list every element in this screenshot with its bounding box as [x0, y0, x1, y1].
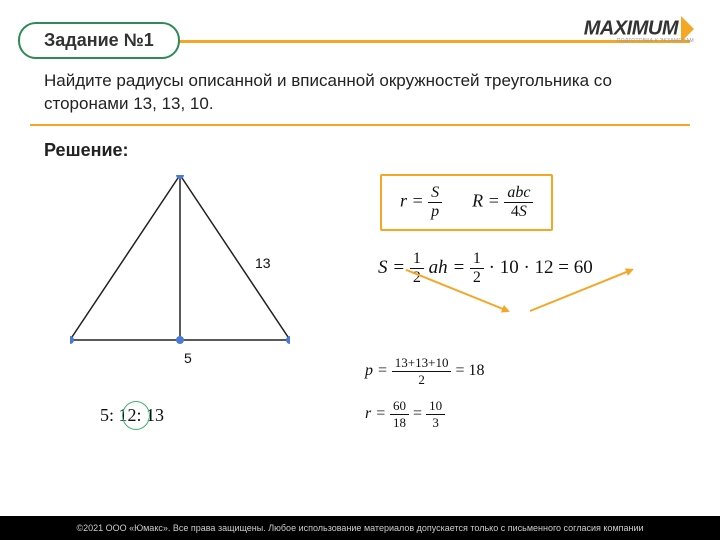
side-label-13: 13	[255, 255, 271, 271]
copyright-footer: ©2021 ООО «Юмакс». Все права защищены. Л…	[0, 516, 720, 540]
frac-p: 13+13+10 2	[392, 355, 452, 388]
r2-lhs: r =	[365, 405, 386, 422]
formula-box: r = S p R = abc 4S	[380, 174, 553, 231]
p-lhs: p =	[365, 362, 388, 379]
vertex-left	[70, 336, 74, 344]
equation-semiperimeter: p = 13+13+10 2 = 18	[365, 355, 485, 388]
frac-r: S p	[428, 184, 442, 221]
task-badge: Задание №1	[18, 22, 180, 59]
formula-r: r = S p	[400, 184, 442, 221]
S-lhs: S =	[378, 257, 405, 278]
solution-heading: Решение:	[44, 140, 129, 161]
S-mid1: ah =	[429, 257, 466, 278]
slide: Задание №1 MAXIMUM ПОДГОТОВКА К ЭКЗАМЕНА…	[0, 0, 720, 540]
frac-R: abc 4S	[504, 184, 533, 221]
r-num: S	[428, 184, 442, 203]
r-lhs: r =	[400, 191, 424, 211]
R-lhs: R =	[472, 191, 500, 211]
frac-r2a: 60 18	[390, 398, 409, 431]
altitude-foot	[176, 336, 184, 344]
r-den: p	[428, 203, 442, 221]
p-result: = 18	[455, 362, 484, 379]
formula-R: R = abc 4S	[472, 184, 533, 221]
R-num: abc	[504, 184, 533, 203]
base-label-5: 5	[184, 350, 192, 366]
frac-r2b: 10 3	[426, 398, 445, 431]
logo-text: MAXIMUM	[584, 17, 678, 39]
pythagorean-ratio: 5: 12: 13	[100, 405, 164, 426]
r2-mid: =	[413, 405, 422, 422]
ratio-highlight-circle	[122, 401, 150, 430]
frac-half-2: 1 2	[470, 250, 484, 287]
R-den: 4S	[504, 203, 533, 221]
vertex-right	[286, 336, 290, 344]
S-result: · 10 · 12 = 60	[489, 257, 593, 278]
frac-half-1: 1 2	[410, 250, 424, 287]
problem-statement: Найдите радиусы описанной и вписанной ок…	[44, 70, 680, 116]
divider	[30, 124, 690, 126]
equation-area: S = 1 2 ah = 1 2 · 10 · 12 = 60	[378, 250, 593, 287]
equation-inradius: r = 60 18 = 10 3	[365, 398, 445, 431]
brand-tagline: ПОДГОТОВКА К ЭКЗАМЕНАМ	[617, 38, 694, 44]
